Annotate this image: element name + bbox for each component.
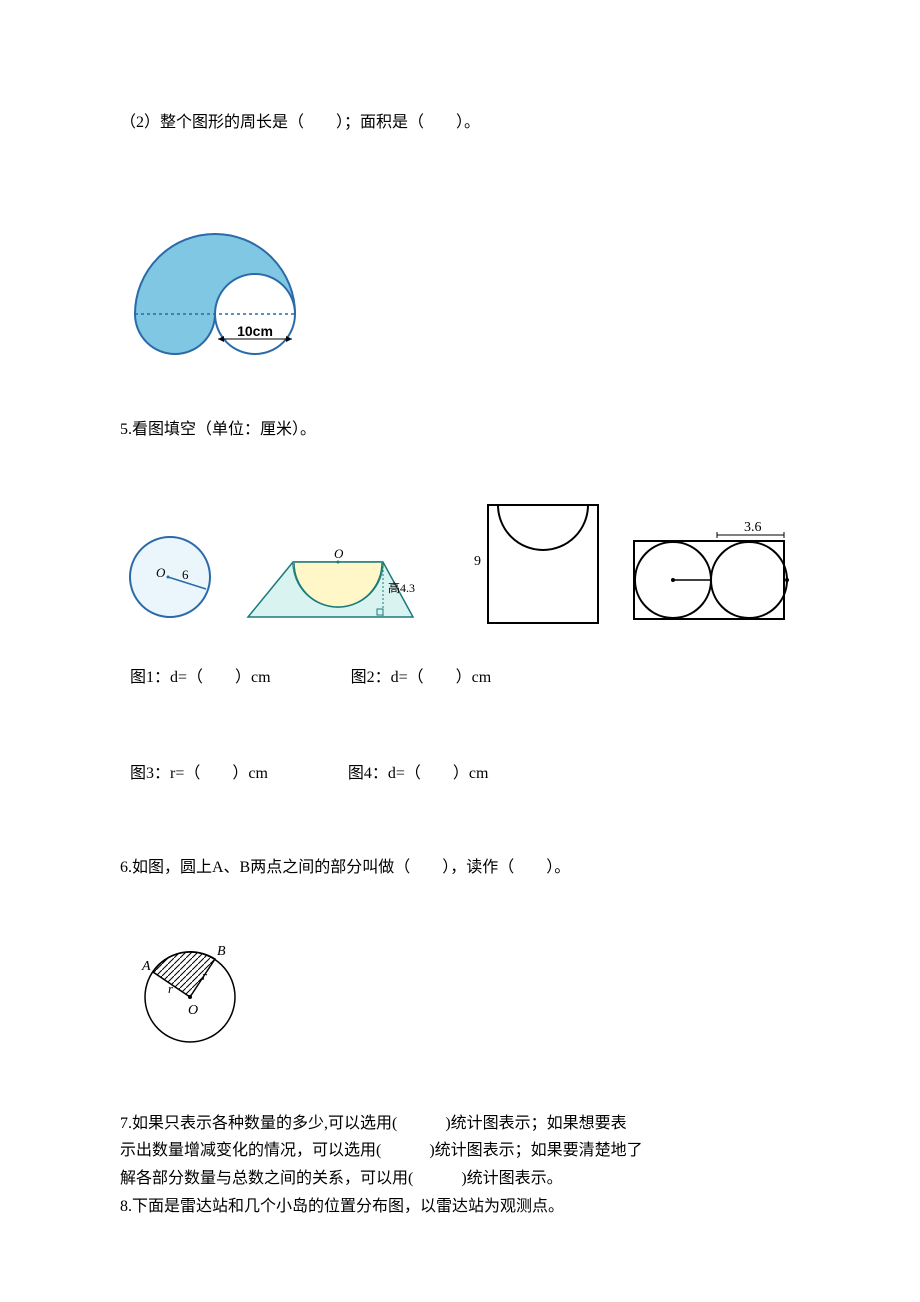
fig2-O: O [334,547,344,561]
fig1-radius-label: 6 [182,567,189,582]
q5-label4: 图4：d=（ ）cm [348,761,489,787]
q5-fig3: 9 [466,495,606,636]
q5-figure-row: O 6 O 高4.3 [120,495,800,636]
fig3-side-label: 9 [474,554,481,569]
q5-fig2: O 高4.3 [238,547,448,636]
q5-label1: 图1：d=（ ）cm [130,665,271,691]
q5-title: 5.看图填空（单位：厘米）。 [120,417,800,443]
fig4-top-label: 3.6 [744,520,762,535]
q7-line1: 7.如果只表示各种数量的多少,可以选用( )统计图表示；如果想要表 [120,1111,800,1137]
q2-line: （2）整个图形的周长是（ ）；面积是（ ）。 [120,110,800,136]
q5-label3: 图3：r=（ ）cm [130,761,268,787]
q7-line3: 解各部分数量与总数之间的关系，可以用( )统计图表示。 [120,1166,800,1192]
q2-figure: 10cm [120,194,320,378]
q6-O: O [188,1003,198,1018]
q6-line: 6.如图，圆上A、B两点之间的部分叫做（ ），读作（ ）。 [120,855,800,881]
q6-B: B [217,944,226,959]
q5-label2: 图2：d=（ ）cm [351,665,492,691]
crescent-label: 10cm [237,323,273,339]
q6-figure: A B O r r [120,922,260,1071]
q8-line: 8.下面是雷达站和几个小岛的位置分布图，以雷达站为观测点。 [120,1194,800,1220]
q5-fig1: O 6 [120,527,220,636]
fig2-height-label: 高4.3 [388,580,415,595]
q5-fig4: 3.6 [624,517,794,636]
q7-line2: 示出数量增减变化的情况，可以选用( )统计图表示；如果要清楚地了 [120,1138,800,1164]
q6-A: A [141,959,151,974]
fig1-O: O [156,565,166,580]
